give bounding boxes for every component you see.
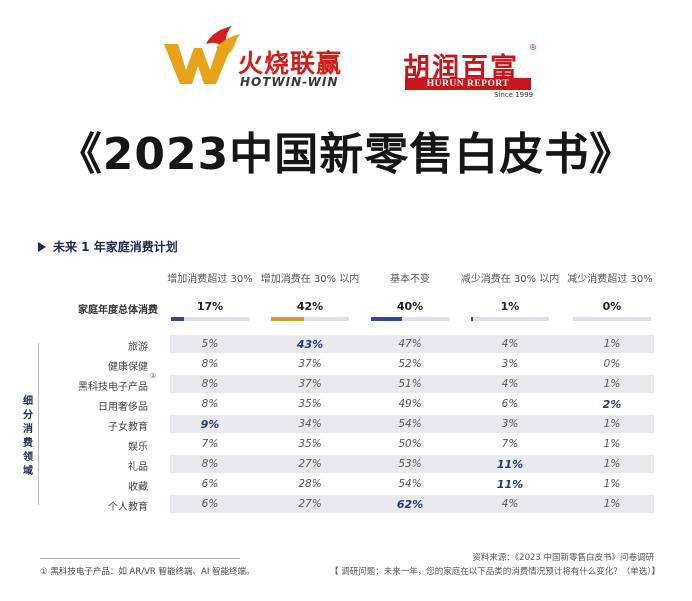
table-row-background: [170, 335, 654, 353]
table-cell: 1%: [603, 418, 621, 430]
table-cell: 62%: [396, 498, 424, 511]
table-cell: 6%: [201, 498, 219, 510]
table-cell: 3%: [501, 358, 519, 370]
hotwin-logo-chinese: 火烧联赢: [238, 49, 343, 78]
table-cell: 11%: [496, 478, 524, 491]
column-header-increase-within-30: 增加消费在 30% 以内: [260, 274, 360, 285]
total-bar-track: [371, 317, 449, 321]
row-label: 日用奢侈品: [98, 402, 148, 413]
table-cell: 54%: [398, 478, 422, 490]
row-label: 娱乐: [128, 442, 148, 453]
side-vertical-label: 细分消费领域: [23, 396, 33, 477]
table-cell: 1%: [603, 438, 621, 450]
hurun-since: Since 1999: [494, 91, 534, 99]
footnote: ① 黑科技电子产品：如 AR/VR 智能终端、AI 智能终端。: [40, 567, 255, 577]
section-triangle-icon: [38, 242, 46, 252]
table-cell: 35%: [298, 398, 322, 410]
column-header-increase-over-30: 增加消费超过 30%: [167, 274, 253, 285]
table-row-background: [170, 415, 654, 433]
row-label: 礼品: [128, 462, 148, 473]
row-label: 个人教育: [108, 502, 148, 513]
total-bar-fill: [171, 317, 185, 321]
table-cell: 1%: [603, 498, 621, 510]
table-cell: 8%: [201, 398, 219, 410]
table-cell: 7%: [501, 438, 519, 450]
table-cell: 50%: [398, 438, 422, 450]
table-cell: 1%: [603, 378, 621, 390]
column-header-decrease-within-30: 减少消费在 30% 以内: [460, 274, 560, 285]
total-value: 42%: [296, 300, 324, 313]
table-row-background: [170, 495, 654, 513]
table-cell: 53%: [398, 458, 422, 470]
table-cell: 28%: [298, 478, 322, 490]
table-cell: 9%: [200, 418, 220, 431]
table-cell: 11%: [496, 458, 524, 471]
table-cell: 3%: [501, 418, 519, 430]
table-cell: 47%: [398, 338, 422, 350]
table-cell: 49%: [398, 398, 422, 410]
total-bar-track: [471, 317, 549, 321]
source-note: 资料来源：《2023 中国新零售白皮书》问卷调研: [472, 553, 654, 563]
total-value: 1%: [500, 300, 520, 313]
hotwin-logo-mark: [164, 26, 240, 84]
total-bar-track: [573, 317, 651, 321]
table-cell: 1%: [603, 478, 621, 490]
table-cell: 1%: [603, 458, 621, 470]
table-cell: 8%: [201, 458, 219, 470]
total-row-label: 家庭年度总体消费: [78, 305, 158, 316]
table-cell: 4%: [501, 498, 519, 510]
table-cell: 4%: [501, 338, 519, 350]
table-row-background: [170, 455, 654, 473]
table-cell: 37%: [298, 378, 322, 390]
table-cell: 2%: [602, 398, 622, 411]
total-bar-fill: [371, 317, 403, 321]
column-header-unchanged: 基本不变: [390, 274, 430, 285]
hotwin-logo-english: HOTWIN-WIN: [240, 75, 339, 89]
table-cell: 27%: [298, 458, 322, 470]
section-title: 未来 1 年家庭消费计划: [53, 240, 178, 254]
table-cell: 8%: [201, 378, 219, 390]
row-label: 旅游: [128, 342, 148, 353]
registered-mark: ®: [529, 43, 537, 52]
table-cell: 5%: [201, 338, 219, 350]
row-label: 健康保健: [108, 362, 148, 373]
table-cell: 54%: [398, 418, 422, 430]
total-value: 17%: [196, 300, 224, 313]
row-label: 子女教育: [108, 422, 148, 433]
side-bracket-line: [38, 343, 39, 505]
survey-question: 【 调研问题：未来一年，您的家庭在以下品类的消费情况预计将有什么变化？（单选）】: [330, 567, 660, 577]
table-cell: 37%: [298, 358, 322, 370]
row-label: 收藏: [128, 482, 148, 493]
table-cell: 6%: [501, 398, 519, 410]
total-value: 0%: [602, 300, 622, 313]
total-bar-fill: [471, 317, 473, 321]
total-bar-track: [171, 317, 249, 321]
table-cell: 52%: [398, 358, 422, 370]
table-cell: 7%: [201, 438, 219, 450]
table-cell: 27%: [298, 498, 322, 510]
footnote-marker: ①: [150, 372, 157, 380]
table-cell: 1%: [603, 338, 621, 350]
total-bar-track: [271, 317, 349, 321]
table-cell: 4%: [501, 378, 519, 390]
table-cell: 6%: [201, 478, 219, 490]
column-header-decrease-over-30: 减少消费超过 30%: [567, 274, 653, 285]
table-row-background: [170, 375, 654, 393]
footnote-divider: [40, 558, 240, 559]
total-bar-fill: [271, 317, 304, 321]
table-cell: 35%: [298, 438, 322, 450]
total-value: 40%: [396, 300, 424, 313]
row-label: 黑科技电子产品: [78, 382, 148, 393]
table-cell: 0%: [603, 358, 621, 370]
table-cell: 43%: [296, 338, 324, 351]
table-cell: 34%: [298, 418, 322, 430]
table-cell: 51%: [398, 378, 422, 390]
page-title: 《2023中国新零售白皮书》: [57, 129, 635, 180]
hurun-logo-english: HURUN REPORT: [405, 78, 531, 90]
table-cell: 8%: [201, 358, 219, 370]
